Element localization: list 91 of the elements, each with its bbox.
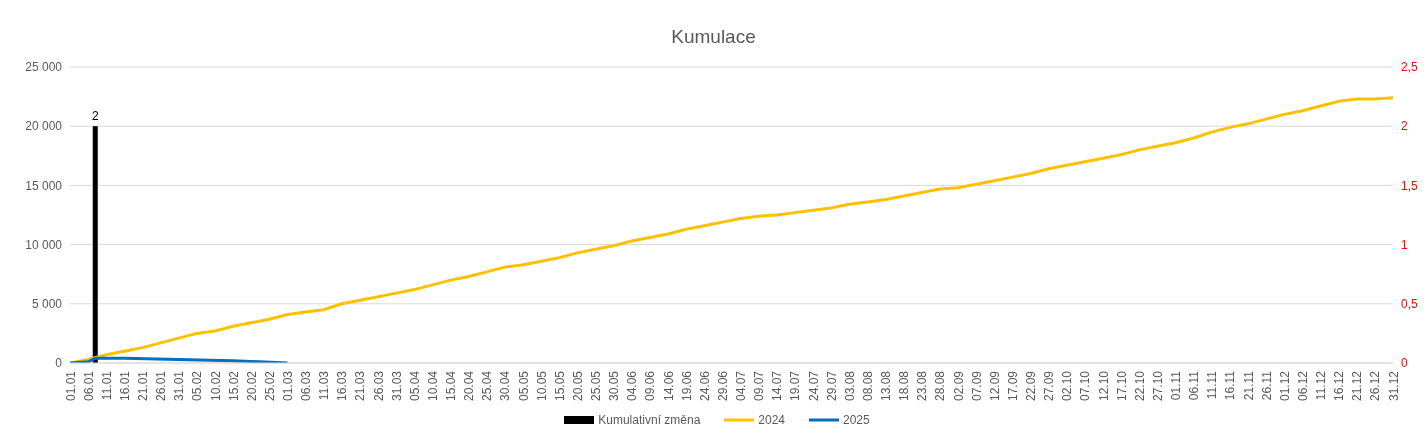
x-tick-label: 11.01 [99, 370, 114, 401]
x-tick-label: 01.12 [1277, 370, 1292, 402]
x-tick-label: 26.01 [154, 370, 169, 402]
x-tick-label: 24.07 [806, 370, 821, 402]
x-tick-label: 15.05 [552, 370, 567, 402]
x-tick-label: 15.02 [226, 370, 241, 402]
x-tick-label: 14.07 [770, 370, 785, 402]
x-tick-label: 17.10 [1114, 370, 1129, 402]
x-tick-label: 29.06 [715, 370, 730, 402]
x-tick-label: 06.01 [81, 370, 96, 402]
x-tick-label: 01.03 [281, 370, 295, 402]
x-tick-label: 25.02 [262, 370, 277, 402]
x-tick-label: 06.12 [1295, 370, 1310, 402]
x-tick-label: 10.04 [425, 370, 440, 402]
x-tick-label: 31.03 [389, 370, 404, 402]
x-tick-label: 05.04 [407, 370, 422, 402]
x-tick-label: 17.09 [1005, 370, 1020, 402]
x-tick-label: 28.08 [933, 370, 948, 402]
x-tick-label: 30.04 [498, 370, 513, 402]
x-tick-label: 20.05 [570, 370, 585, 402]
x-tick-label: 12.09 [987, 370, 1002, 402]
x-tick-label: 02.10 [1060, 370, 1075, 402]
x-tick-label: 11.11 [1205, 370, 1220, 400]
x-tick-label: 21.12 [1350, 370, 1365, 402]
x-tick-label: 07.09 [969, 370, 984, 402]
y2-tick-label: 2 [1401, 119, 1408, 134]
x-tick-label: 05.05 [516, 370, 531, 402]
x-tick-label: 10.02 [208, 370, 223, 402]
x-tick-label: 13.08 [879, 370, 894, 402]
x-tick-label: 20.02 [244, 370, 259, 402]
y-tick-label: 0 [55, 356, 63, 371]
x-tick-label: 21.01 [136, 370, 151, 402]
legend-label: 2024 [758, 413, 786, 427]
y2-tick-label: 1,5 [1401, 178, 1419, 193]
x-tick-label: 11.12 [1314, 370, 1329, 401]
x-tick-label: 16.01 [117, 370, 132, 402]
x-tick-label: 31.12 [1386, 370, 1401, 402]
y-tick-label: 10 000 [25, 237, 63, 252]
x-tick-label: 14.06 [661, 370, 676, 402]
x-tick-label: 01.11 [1169, 370, 1184, 401]
x-tick-label: 21.11 [1241, 370, 1256, 401]
y2-tick-label: 1 [1401, 237, 1408, 252]
x-tick-label: 06.11 [1187, 370, 1202, 401]
x-tick-label: 22.10 [1132, 370, 1147, 402]
y-tick-label: 25 000 [25, 60, 63, 75]
x-tick-label: 29.07 [824, 370, 839, 402]
x-tick-label: 26.11 [1259, 370, 1274, 401]
x-tick-label: 04.07 [734, 370, 749, 402]
y2-tick-label: 2,5 [1401, 60, 1419, 75]
x-tick-label: 05.02 [190, 370, 205, 402]
legend-label: 2025 [843, 413, 870, 427]
x-tick-label: 27.09 [1042, 370, 1057, 402]
x-tick-label: 23.08 [915, 370, 930, 402]
data-label: 2 [91, 109, 99, 124]
y-tick-label: 5 000 [31, 297, 63, 312]
x-tick-label: 10.05 [534, 370, 549, 402]
x-tick-label: 09.07 [752, 370, 767, 402]
y2-tick-label: 0 [1401, 356, 1408, 371]
x-tick-label: 18.08 [897, 370, 912, 402]
x-tick-label: 22.09 [1024, 370, 1039, 402]
x-tick-label: 16.11 [1223, 370, 1238, 401]
x-tick-label: 07.10 [1078, 370, 1093, 402]
y-tick-label: 20 000 [25, 119, 63, 134]
x-tick-label: 01.01 [63, 370, 78, 402]
chart-title: Kumulace [670, 26, 757, 48]
x-tick-label: 02.09 [951, 370, 966, 402]
x-tick-label: 15.04 [444, 370, 459, 402]
legend-label: Kumulativní změna [598, 413, 701, 427]
x-tick-label: 19.06 [679, 370, 694, 402]
x-tick-label: 31.01 [172, 370, 187, 402]
y-tick-label: 15 000 [25, 178, 63, 193]
x-tick-label: 24.06 [697, 370, 712, 402]
x-tick-label: 11.03 [317, 370, 332, 401]
x-tick-label: 12.10 [1096, 370, 1111, 402]
y2-tick-label: 0,5 [1401, 297, 1419, 312]
x-tick-label: 27.10 [1150, 370, 1165, 402]
x-tick-label: 03.08 [842, 370, 857, 402]
x-tick-label: 19.07 [788, 370, 803, 402]
x-tick-label: 21.03 [353, 370, 368, 402]
x-tick-label: 30.05 [607, 370, 622, 402]
x-tick-label: 26.12 [1368, 370, 1383, 402]
x-tick-label: 25.05 [589, 370, 604, 402]
x-tick-label: 04.06 [625, 370, 640, 402]
x-tick-label: 26.03 [371, 370, 386, 402]
x-tick-label: 06.03 [299, 370, 314, 402]
x-tick-label: 20.04 [462, 370, 477, 402]
x-tick-label: 08.08 [860, 370, 875, 402]
x-tick-label: 25.04 [480, 370, 495, 402]
x-tick-label: 16.12 [1332, 370, 1347, 402]
x-tick-label: 09.06 [643, 370, 658, 402]
x-tick-label: 16.03 [335, 370, 350, 402]
